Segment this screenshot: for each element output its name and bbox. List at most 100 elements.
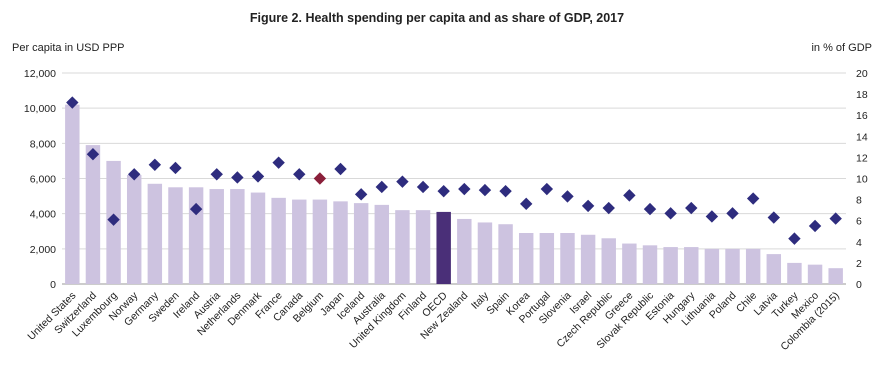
gdp-share-marker <box>602 201 615 215</box>
gdp-share-marker <box>128 168 141 181</box>
left-axis-ticks: 0 2,000 4,000 6,000 8,000 10,000 12,000 <box>24 68 56 291</box>
bar <box>684 247 699 284</box>
bar <box>766 254 782 284</box>
gdp-share-marker <box>726 207 739 220</box>
bar <box>787 262 802 284</box>
gdp-share-marker <box>478 183 492 197</box>
bar <box>395 210 410 284</box>
gdp-share-marker <box>767 211 780 224</box>
bar <box>271 197 286 284</box>
gdp-share-marker <box>396 175 409 188</box>
right-tick-label: 0 <box>856 279 862 291</box>
gdp-share-marker <box>107 213 120 226</box>
left-tick-label: 6,000 <box>30 174 56 186</box>
gdp-share-marker <box>169 161 182 175</box>
gdp-share-marker <box>520 197 533 211</box>
right-tick-label: 12 <box>856 152 868 164</box>
bar <box>333 201 348 284</box>
gdp-share-marker <box>354 188 368 201</box>
bar <box>65 104 80 285</box>
category-labels: United StatesSwitzerlandLuxembourgNorway… <box>25 289 841 353</box>
gdp-share-marker <box>808 219 822 233</box>
bar <box>168 187 183 284</box>
bar <box>807 264 823 284</box>
bar <box>663 247 678 284</box>
bar-series <box>65 104 843 285</box>
gdp-share-marker <box>313 172 327 185</box>
bar <box>518 233 534 284</box>
bar <box>498 224 513 284</box>
gdp-share-marker <box>66 96 79 109</box>
bar <box>477 222 493 284</box>
gdp-share-marker <box>581 199 595 213</box>
right-tick-label: 20 <box>856 68 868 80</box>
bar <box>230 189 245 284</box>
bar <box>704 248 720 284</box>
y-axis-label: Per capita in USD PPP <box>12 42 125 54</box>
gdp-share-marker <box>788 232 801 245</box>
right-tick-label: 18 <box>856 89 868 101</box>
bar <box>353 203 369 284</box>
bar <box>436 211 451 284</box>
bar <box>374 204 390 284</box>
bar <box>725 248 740 284</box>
left-tick-label: 2,000 <box>30 244 56 256</box>
bar <box>580 234 596 284</box>
gdp-share-marker <box>231 171 244 184</box>
bar <box>828 268 843 284</box>
gdp-share-marker <box>293 168 306 181</box>
marker-series <box>66 96 842 245</box>
bar <box>126 174 142 284</box>
gdp-share-marker <box>829 212 842 225</box>
gdp-share-marker <box>685 201 698 215</box>
bar <box>642 245 658 284</box>
right-tick-label: 10 <box>856 174 868 186</box>
bar <box>601 238 616 284</box>
bar <box>415 210 431 284</box>
bar <box>312 199 328 284</box>
bar <box>209 189 224 284</box>
gdp-share-marker <box>458 182 471 196</box>
gdp-share-marker <box>499 184 512 198</box>
gdp-share-marker <box>664 207 677 220</box>
gdp-share-marker <box>643 202 657 216</box>
left-tick-label: 0 <box>50 279 56 291</box>
bar <box>622 243 637 284</box>
left-tick-label: 8,000 <box>30 138 56 150</box>
gdp-share-marker <box>437 184 450 198</box>
gdp-share-marker <box>334 162 347 176</box>
left-tick-label: 4,000 <box>30 209 56 221</box>
y2-axis-label: in % of GDP <box>811 42 872 54</box>
bar <box>250 192 266 284</box>
bar <box>457 218 472 284</box>
bar <box>85 145 101 284</box>
right-axis-ticks: 0 2 4 6 8 10 12 14 16 18 20 <box>856 68 868 291</box>
gdp-share-marker <box>272 156 285 169</box>
chart-title: Figure 2. Health spending per capita and… <box>250 11 624 25</box>
bar <box>292 199 307 284</box>
left-tick-label: 10,000 <box>24 103 56 115</box>
right-tick-label: 2 <box>856 258 862 270</box>
gdp-share-marker <box>86 148 100 161</box>
bar <box>560 233 575 284</box>
gdp-share-marker <box>705 210 719 223</box>
gdp-share-marker <box>561 190 574 203</box>
right-tick-label: 8 <box>856 195 862 207</box>
bar <box>147 183 163 284</box>
right-tick-label: 14 <box>856 131 868 143</box>
right-tick-label: 4 <box>856 237 862 249</box>
gdp-share-marker <box>416 180 430 194</box>
gdp-share-marker <box>746 192 760 205</box>
gdp-share-marker <box>210 168 223 181</box>
bar <box>745 248 761 284</box>
gdp-share-marker <box>540 182 554 196</box>
bar <box>539 233 555 284</box>
left-tick-label: 12,000 <box>24 68 56 80</box>
bar <box>188 187 204 284</box>
right-tick-label: 6 <box>856 216 862 228</box>
gdp-share-marker <box>189 202 203 216</box>
gdp-share-marker <box>251 170 265 183</box>
right-tick-label: 16 <box>856 110 868 122</box>
